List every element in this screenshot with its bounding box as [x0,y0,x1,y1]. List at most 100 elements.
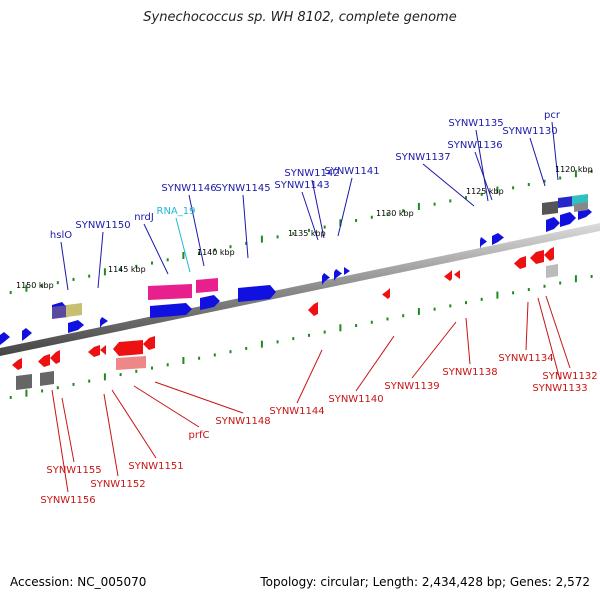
lower-tick [119,373,122,377]
leader-line [551,121,559,181]
forward-gene [200,295,220,310]
scale-label: 1120 kbp [555,165,593,174]
leader-line [51,389,69,493]
leader-line [111,389,157,459]
reverse-gene-label: SYNW1151 [128,461,183,472]
reverse-gene [454,268,460,279]
upper-tick [386,212,389,216]
forward-gene-label: nrdJ [134,212,154,223]
leader-line [311,179,325,239]
upper-tick [119,268,122,272]
upper-tick [574,170,577,178]
reverse-gene-label: SYNW1132 [542,371,597,382]
upper-tick [103,268,106,276]
reverse-gene [530,250,544,264]
upper-tick [166,258,169,262]
lower-tick [41,389,44,393]
upper-tick [543,179,546,183]
forward-gene-label: SYNW1130 [502,126,557,137]
upper-tick [229,245,232,249]
forward-gene [238,285,276,302]
leader-line [242,194,249,259]
lower-tick [512,291,515,295]
leader-line [103,393,119,477]
genome-backbone [0,223,600,356]
lower-tick [9,395,12,399]
reverse-gene-label: SYNW1140 [328,394,383,405]
reverse-gene-label: SYNW1156 [40,495,95,506]
upper-tick [323,225,326,229]
upper-tick [245,241,248,245]
leader-line [143,223,169,275]
reverse-gene-label: SYNW1133 [532,383,587,394]
lower-tick [496,291,499,299]
upper-tick [512,186,515,190]
reverse-gene-label: prfC [189,430,210,441]
reverse-gene-label: SYNW1144 [269,406,324,417]
leader-line [545,295,571,369]
forward-gene [546,217,560,232]
reverse-gene-label: SYNW1138 [442,367,497,378]
lower-tick [292,337,295,341]
scale-label: 1125 kbp [466,187,504,196]
upper-tick [25,284,28,292]
lower-tick [198,356,201,360]
forward-gene-label: SYNW1141 [324,166,379,177]
forward-gene-label: SYNW1150 [75,220,130,231]
reverse-gene [12,358,22,370]
feature-block [52,305,68,319]
gene-features [0,194,592,390]
upper-tick [402,209,405,213]
scale-ticks [9,169,593,399]
forward-gene-label: SYNW1145 [215,183,270,194]
forward-gene-label: SYNW1143 [274,180,329,191]
reverse-gene [514,256,526,269]
forward-gene-label: SYNW1135 [448,118,503,129]
scale-label: 1135 kbp [288,229,326,238]
lower-tick [323,330,326,334]
leader-line [61,397,75,463]
leader-line [337,177,353,237]
forward-gene [0,332,10,345]
upper-tick [292,232,295,236]
reverse-gene [50,350,60,364]
feature-block [66,303,82,317]
lower-tick [559,281,562,285]
reverse-gene [113,340,143,356]
upper-tick [213,248,216,252]
lower-tick [260,340,263,348]
label-leaders [51,121,571,493]
lower-tick [151,366,153,370]
feature-block [196,278,218,293]
lower-tick [308,333,310,337]
feature-block [542,201,558,215]
leader-line [537,297,561,381]
lower-tick [386,317,389,321]
leader-line [411,321,457,379]
feature-block [40,371,54,386]
forward-gene-label: SYNW1146 [161,183,216,194]
upper-tick [355,219,358,223]
lower-tick [245,346,248,350]
lower-tick [56,386,59,390]
upper-tick [135,264,138,268]
forward-gene-label: SYNW1142 [284,168,339,179]
leader-line [355,335,395,392]
lower-tick [449,304,452,308]
lower-tick [402,314,405,318]
leader-line [475,129,489,202]
forward-gene [150,303,192,318]
feature-block [558,196,574,208]
upper-tick [151,261,153,265]
lower-tick [229,350,232,354]
forward-gene-label: pcr [544,110,561,121]
reverse-gene [38,354,50,367]
forward-gene [492,233,504,245]
lower-tick [103,373,106,381]
upper-tick [9,290,12,294]
lower-tick [276,340,279,344]
forward-gene [68,320,84,333]
reverse-gene-label: SYNW1139 [384,381,439,392]
leader-line [301,191,319,241]
